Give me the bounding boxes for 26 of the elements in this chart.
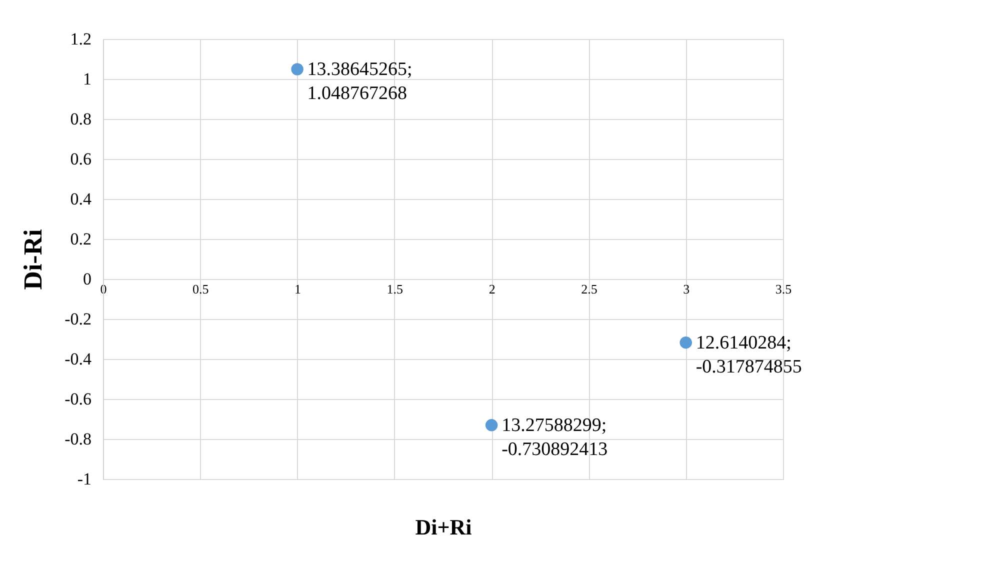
- y-tick-label: 0.4: [70, 190, 92, 208]
- y-tick-label: 0.8: [70, 110, 92, 128]
- data-label: 12.6140284; -0.317874855: [696, 332, 802, 378]
- y-tick-label: -0.6: [64, 390, 92, 408]
- y-axis-title: Di-Ri: [18, 229, 48, 290]
- data-label: 13.38645265; 1.048767268: [307, 59, 412, 104]
- y-tick-label: 1: [83, 70, 92, 88]
- y-tick-label: -0.2: [64, 310, 92, 328]
- y-tick-label: -1: [77, 470, 92, 488]
- x-tick-label: 2: [488, 282, 496, 296]
- y-tick-label: -0.4: [64, 350, 92, 368]
- y-tick-label: 0.2: [70, 230, 92, 248]
- y-tick-label: 1.2: [70, 30, 92, 48]
- x-tick-label: 3.5: [775, 282, 792, 296]
- y-tick-label: 0.6: [70, 150, 92, 168]
- x-tick-label: 2.5: [581, 282, 598, 296]
- y-tick-label: -0.8: [64, 430, 92, 448]
- x-tick-label: 3: [683, 282, 690, 296]
- point: [680, 336, 692, 349]
- x-tick-label: 1.5: [386, 282, 404, 296]
- x-tick-label: 1: [294, 282, 302, 296]
- x-tick-label: 0.5: [192, 282, 209, 296]
- x-axis-title: Di+Ri: [415, 514, 472, 540]
- point: [485, 419, 498, 432]
- point: [291, 63, 304, 76]
- data-label: 13.27588299; -0.730892413: [502, 415, 608, 460]
